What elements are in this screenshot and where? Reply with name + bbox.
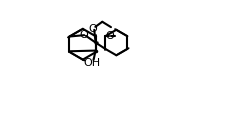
Text: O: O (88, 24, 97, 34)
Text: OH: OH (84, 58, 101, 68)
Text: O: O (80, 30, 88, 40)
Text: O: O (105, 31, 114, 41)
